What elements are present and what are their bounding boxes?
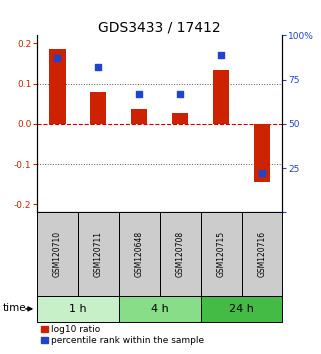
Bar [119,212,160,296]
Text: GSM120711: GSM120711 [94,231,103,277]
Text: time: time [3,303,27,313]
Bar [119,296,201,322]
Point [96,64,101,70]
Bar [37,296,119,322]
Text: GSM120710: GSM120710 [53,231,62,277]
Point [219,52,224,58]
Bar [78,212,119,296]
Point [137,91,142,97]
Bar [213,70,229,124]
Bar [90,92,107,124]
Text: GSM120716: GSM120716 [257,231,266,277]
Bar [201,296,282,322]
Bar [242,212,282,296]
Point [55,56,60,61]
Bar [254,124,270,182]
Text: GSM120708: GSM120708 [176,231,185,277]
Text: 24 h: 24 h [229,304,254,314]
Point [259,171,265,176]
Text: 4 h: 4 h [151,304,169,314]
Point [178,91,183,97]
Bar [37,212,78,296]
Title: GDS3433 / 17412: GDS3433 / 17412 [98,20,221,34]
Bar [172,113,188,124]
Text: GSM120648: GSM120648 [135,231,144,277]
Bar [131,109,147,124]
Legend: log10 ratio, percentile rank within the sample: log10 ratio, percentile rank within the … [41,325,204,345]
Bar [49,50,65,124]
Text: 1 h: 1 h [69,304,87,314]
Bar [160,212,201,296]
Bar [201,212,242,296]
Text: GSM120715: GSM120715 [217,231,226,277]
